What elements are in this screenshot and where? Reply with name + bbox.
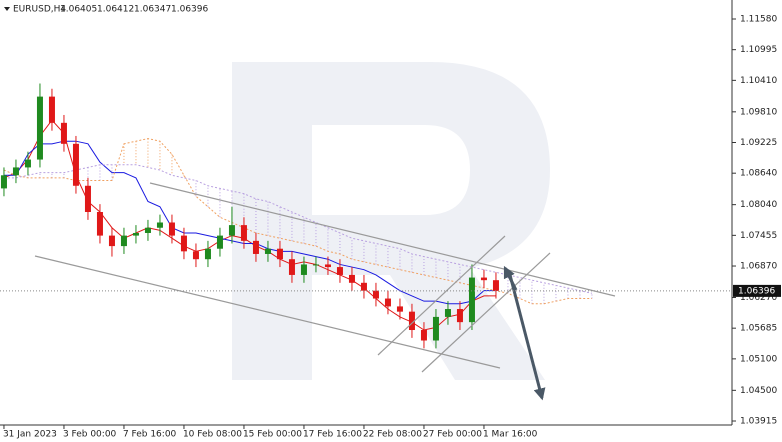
current-price-box: [733, 284, 781, 297]
y-tick-label: 1.03915: [740, 417, 777, 427]
candle-body: [96, 212, 103, 236]
candle-body: [348, 274, 355, 283]
cloud-span: [3, 164, 593, 294]
candle-body: [36, 96, 43, 160]
candle-body: [252, 240, 259, 254]
ohlc-close: 1.06396: [171, 5, 208, 15]
candle-body: [144, 227, 151, 233]
candle-body: [468, 277, 475, 323]
candle-body: [264, 248, 271, 254]
menu-triangle[interactable]: [4, 7, 10, 11]
x-tick-label: 27 Feb 00:00: [423, 430, 482, 440]
candle-body: [312, 264, 319, 266]
x-tick-label: 3 Feb 00:00: [63, 430, 117, 440]
y-tick-label: 1.07455: [740, 231, 777, 241]
candle-body: [132, 232, 139, 236]
candle-body: [324, 264, 331, 268]
x-tick-label: 10 Feb 08:00: [183, 430, 242, 440]
candle-body: [300, 264, 307, 275]
candle-body: [336, 267, 343, 275]
y-tick-label: 1.09225: [740, 138, 777, 148]
y-tick-label: 1.09810: [740, 107, 777, 117]
candle-body: [12, 167, 19, 176]
candle-body: [156, 222, 163, 228]
candle-body: [408, 311, 415, 331]
candle-body: [228, 225, 235, 236]
current-price-label: 1.06396: [738, 286, 775, 296]
plot-area: [0, 83, 593, 349]
y-tick-label: 1.08640: [740, 169, 777, 179]
candle-body: [456, 309, 463, 323]
candle-body: [288, 259, 295, 275]
candle-body: [276, 248, 283, 260]
watermark: [232, 62, 550, 380]
candle-body: [48, 96, 55, 123]
y-tick-label: 1.05685: [740, 324, 777, 334]
cloud-span: [3, 138, 592, 305]
indicator-line: [3, 140, 496, 305]
y-tick-label: 1.08040: [740, 200, 777, 210]
x-tick-label: 7 Feb 16:00: [123, 430, 177, 440]
candle-body: [180, 235, 187, 252]
candle-body: [72, 143, 79, 186]
candle-body: [0, 175, 7, 189]
candle-body: [372, 290, 379, 299]
candle-body: [384, 298, 391, 307]
y-tick-label: 1.06870: [740, 262, 777, 272]
chart-title: EURUSD,H4: [13, 5, 66, 15]
candle-body: [120, 235, 127, 247]
candle-body: [492, 280, 499, 291]
candle-body: [204, 248, 211, 260]
ohlc-high: 1.06412: [97, 5, 134, 15]
x-tick-label: 17 Feb 16:00: [303, 430, 362, 440]
candle-body: [108, 235, 115, 247]
candle-body: [60, 122, 67, 144]
x-tick-label: 15 Feb 00:00: [243, 430, 302, 440]
candle-body: [420, 330, 427, 341]
arrow-down: [508, 274, 546, 401]
candle-body: [240, 225, 247, 241]
channel-line: [149, 182, 616, 297]
x-tick-label: 22 Feb 08:00: [363, 430, 422, 440]
y-tick-label: 1.10410: [740, 76, 777, 86]
y-tick-label: 1.04500: [740, 386, 777, 396]
x-tick-label: 1 Mar 16:00: [483, 430, 538, 440]
y-tick-label: 1.11580: [740, 14, 777, 24]
candle-body: [24, 159, 31, 168]
drawings: [34, 182, 616, 373]
candle-body: [432, 316, 439, 341]
candle-body: [216, 235, 223, 249]
candle-body: [360, 282, 367, 291]
candle-body: [84, 185, 91, 213]
y-tick-label: 1.10995: [740, 45, 777, 55]
candle-body: [396, 306, 403, 312]
candle-body: [444, 309, 451, 317]
candle-body: [480, 277, 487, 281]
channel-line: [34, 255, 501, 369]
y-tick-label: 1.06270: [740, 293, 777, 303]
ohlc-open: 1.06405: [60, 5, 97, 15]
channel-line: [377, 235, 506, 356]
ohlc-low: 1.06347: [134, 5, 171, 15]
candle-body: [168, 222, 175, 236]
x-tick-label: 31 Jan 2023: [3, 430, 57, 440]
channel-line: [421, 252, 551, 373]
candle-body: [192, 251, 199, 260]
y-tick-label: 1.05100: [740, 354, 777, 364]
